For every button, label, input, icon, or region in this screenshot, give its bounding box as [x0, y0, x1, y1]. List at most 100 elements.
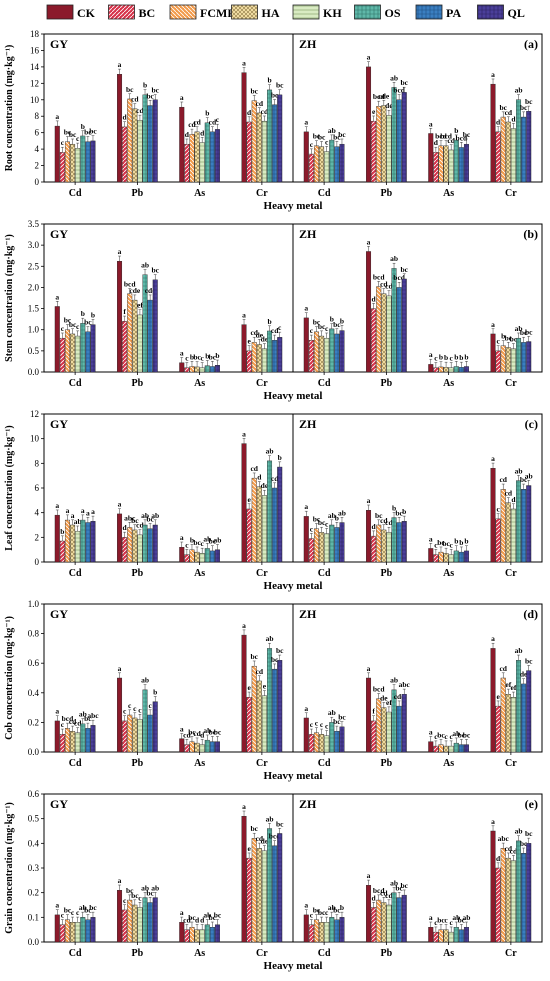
significance-letter: bc — [214, 727, 222, 736]
x-tick-label: Pb — [132, 948, 144, 959]
y-tick-label: 6 — [35, 128, 40, 138]
significance-letter: bc — [214, 911, 222, 920]
significance-letter: b — [402, 507, 406, 516]
significance-letter: bc — [276, 646, 284, 655]
y-tick-label: 0.6 — [28, 658, 40, 668]
significance-letter: a — [304, 704, 308, 713]
bar — [402, 279, 407, 372]
bar — [75, 922, 80, 942]
bar — [127, 527, 132, 562]
bar — [138, 535, 143, 562]
bar — [366, 510, 371, 562]
y-tick-label: 2 — [35, 532, 40, 542]
y-axis-label: Stem concentration (mg·kg⁻¹) — [4, 234, 15, 362]
bar — [366, 67, 371, 182]
significance-letter: bc — [463, 130, 471, 139]
bar — [138, 315, 143, 372]
bar — [397, 100, 402, 182]
bar — [153, 898, 158, 942]
bar — [205, 925, 210, 942]
bar — [122, 721, 127, 752]
site-label: GY — [50, 797, 68, 811]
bar — [454, 743, 459, 752]
y-tick-label: 0.2 — [28, 717, 39, 727]
bar — [382, 903, 387, 942]
bar — [314, 146, 319, 182]
bar — [511, 861, 516, 942]
bar — [86, 523, 91, 562]
significance-letter: bc — [126, 85, 134, 94]
x-tick-label: Pb — [381, 378, 393, 389]
bar — [195, 367, 200, 372]
y-tick-label: 0.2 — [28, 888, 39, 898]
bar — [397, 523, 402, 562]
significance-letter: bc — [400, 881, 408, 890]
bar — [272, 105, 277, 182]
bar — [200, 368, 205, 372]
bar — [272, 846, 277, 942]
bar — [70, 922, 75, 942]
y-tick-label: 1.0 — [28, 599, 40, 609]
bar — [195, 132, 200, 182]
bar — [449, 150, 454, 182]
bar — [185, 144, 190, 182]
bar — [387, 296, 392, 372]
bar — [153, 280, 158, 372]
significance-letter: a — [180, 533, 184, 542]
significance-letter: a — [367, 664, 371, 673]
bar — [55, 126, 60, 182]
x-tick-label: Pb — [132, 568, 144, 579]
bar — [75, 531, 80, 562]
bar — [402, 895, 407, 942]
significance-letter: a — [304, 901, 308, 910]
bar — [205, 740, 210, 752]
bar — [464, 551, 469, 562]
site-label: GY — [50, 417, 68, 431]
bar — [314, 920, 319, 942]
significance-letter: a — [491, 320, 495, 329]
bar — [304, 718, 309, 752]
bar — [86, 142, 91, 182]
significance-letter: d — [123, 113, 128, 122]
bar — [319, 147, 324, 182]
significance-letter: a — [118, 500, 122, 509]
y-tick-label: 0 — [35, 557, 40, 567]
bar — [91, 141, 96, 182]
bar — [143, 95, 148, 182]
significance-letter: c — [325, 324, 329, 333]
bar — [329, 525, 334, 562]
bar — [117, 890, 122, 942]
significance-letter: ab — [515, 827, 523, 836]
bar — [501, 848, 506, 942]
bar — [215, 129, 220, 182]
bar — [382, 708, 387, 752]
bar — [117, 678, 122, 752]
y-tick-label: 0.0 — [28, 747, 40, 757]
legend-item: HA — [232, 5, 280, 20]
bar — [153, 100, 158, 182]
panel-letter: (a) — [524, 37, 538, 51]
significance-letter: c — [310, 140, 314, 149]
bar — [340, 917, 345, 942]
bar — [133, 109, 138, 182]
bar — [526, 111, 531, 182]
bar — [179, 547, 184, 562]
bar — [242, 444, 247, 562]
bar — [262, 349, 267, 372]
bar — [491, 468, 496, 562]
bar — [434, 932, 439, 942]
x-tick-label: Cr — [505, 188, 517, 199]
bar — [506, 122, 511, 182]
bar — [444, 146, 449, 182]
bar — [521, 853, 526, 942]
significance-letter: b — [153, 688, 157, 697]
bar — [464, 144, 469, 182]
bar — [195, 930, 200, 942]
legend-swatch — [170, 5, 196, 19]
significance-letter: b — [340, 316, 344, 325]
bar — [397, 898, 402, 942]
panel-letter: (e) — [525, 797, 538, 811]
legend-swatch — [478, 5, 504, 19]
bar — [491, 648, 496, 752]
x-tick-label: Cr — [256, 948, 268, 959]
